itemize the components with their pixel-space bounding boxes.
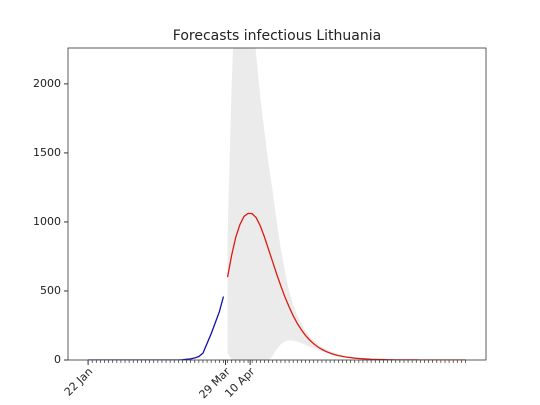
x-tick-label: 22 Jan <box>62 365 96 399</box>
plot-area <box>88 48 466 360</box>
y-tick-label: 1000 <box>33 215 61 228</box>
series-line <box>88 296 225 360</box>
y-tick-label: 500 <box>40 284 61 297</box>
series-line <box>226 212 466 360</box>
confidence-band <box>227 48 466 360</box>
y-tick-label: 2000 <box>33 77 61 90</box>
y-tick-label: 0 <box>54 353 61 366</box>
chart-title: Forecasts infectious Lithuania <box>173 28 381 44</box>
y-tick-label: 1500 <box>33 146 61 159</box>
